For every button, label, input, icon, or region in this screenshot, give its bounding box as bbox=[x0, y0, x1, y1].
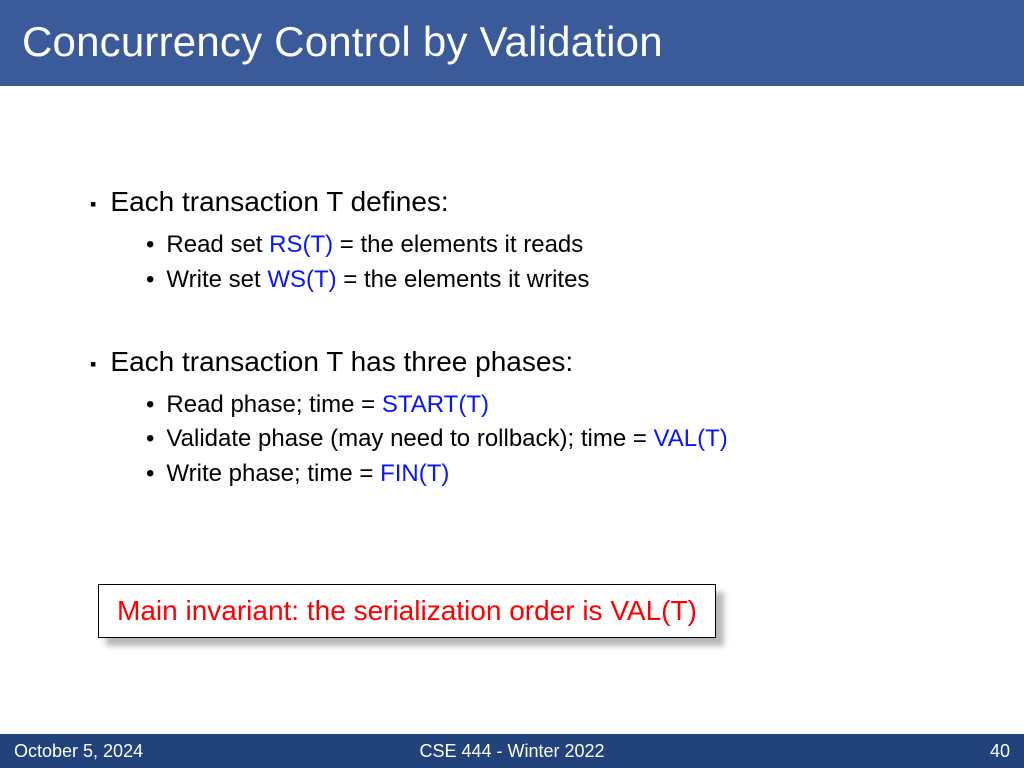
section1-heading: Each transaction T defines: bbox=[110, 186, 448, 218]
list-item: • Validate phase (may need to rollback);… bbox=[146, 422, 934, 457]
section1-sublist: • Read set RS(T) = the elements it reads… bbox=[146, 228, 934, 298]
dot-bullet-icon: • bbox=[146, 457, 154, 492]
list-item-text: Read set RS(T) = the elements it reads bbox=[166, 228, 583, 263]
list-item-text: Write phase; time = FIN(T) bbox=[166, 457, 449, 492]
square-bullet-icon: ▪ bbox=[90, 354, 96, 375]
text-pre: Read set bbox=[166, 231, 269, 258]
text-highlight: START(T) bbox=[382, 391, 489, 418]
square-bullet-icon: ▪ bbox=[90, 194, 96, 215]
dot-bullet-icon: • bbox=[146, 388, 154, 423]
text-post: = the elements it writes bbox=[337, 266, 590, 293]
bullet-l1: ▪ Each transaction T defines: bbox=[90, 186, 934, 218]
dot-bullet-icon: • bbox=[146, 263, 154, 298]
slide-content: ▪ Each transaction T defines: • Read set… bbox=[0, 86, 1024, 638]
text-pre: Validate phase (may need to rollback); t… bbox=[166, 425, 653, 452]
slide-title: Concurrency Control by Validation bbox=[22, 18, 1002, 66]
text-pre: Write set bbox=[166, 266, 267, 293]
list-item-text: Write set WS(T) = the elements it writes bbox=[166, 263, 589, 298]
text-pre: Read phase; time = bbox=[166, 391, 381, 418]
footer-page-number: 40 bbox=[990, 741, 1010, 762]
section2-sublist: • Read phase; time = START(T) • Validate… bbox=[146, 388, 934, 492]
footer-course: CSE 444 - Winter 2022 bbox=[419, 741, 604, 762]
footer-date: October 5, 2024 bbox=[14, 741, 143, 762]
list-item-text: Read phase; time = START(T) bbox=[166, 388, 489, 423]
section-phases: ▪ Each transaction T has three phases: •… bbox=[90, 346, 934, 492]
section2-heading: Each transaction T has three phases: bbox=[110, 346, 573, 378]
dot-bullet-icon: • bbox=[146, 422, 154, 457]
text-pre: Write phase; time = bbox=[166, 460, 380, 487]
section-defines: ▪ Each transaction T defines: • Read set… bbox=[90, 186, 934, 298]
list-item-text: Validate phase (may need to rollback); t… bbox=[166, 422, 727, 457]
footer-bar: October 5, 2024 CSE 444 - Winter 2022 40 bbox=[0, 734, 1024, 768]
bullet-l1: ▪ Each transaction T has three phases: bbox=[90, 346, 934, 378]
dot-bullet-icon: • bbox=[146, 228, 154, 263]
list-item: • Read phase; time = START(T) bbox=[146, 388, 934, 423]
list-item: • Write phase; time = FIN(T) bbox=[146, 457, 934, 492]
slide: Concurrency Control by Validation ▪ Each… bbox=[0, 0, 1024, 768]
text-highlight: FIN(T) bbox=[380, 460, 449, 487]
callout-box: Main invariant: the serialization order … bbox=[98, 584, 716, 638]
title-bar: Concurrency Control by Validation bbox=[0, 0, 1024, 86]
list-item: • Write set WS(T) = the elements it writ… bbox=[146, 263, 934, 298]
text-highlight: RS(T) bbox=[269, 231, 333, 258]
text-post: = the elements it reads bbox=[333, 231, 583, 258]
callout-text: Main invariant: the serialization order … bbox=[98, 584, 716, 638]
text-highlight: VAL(T) bbox=[654, 425, 728, 452]
list-item: • Read set RS(T) = the elements it reads bbox=[146, 228, 934, 263]
text-highlight: WS(T) bbox=[267, 266, 336, 293]
